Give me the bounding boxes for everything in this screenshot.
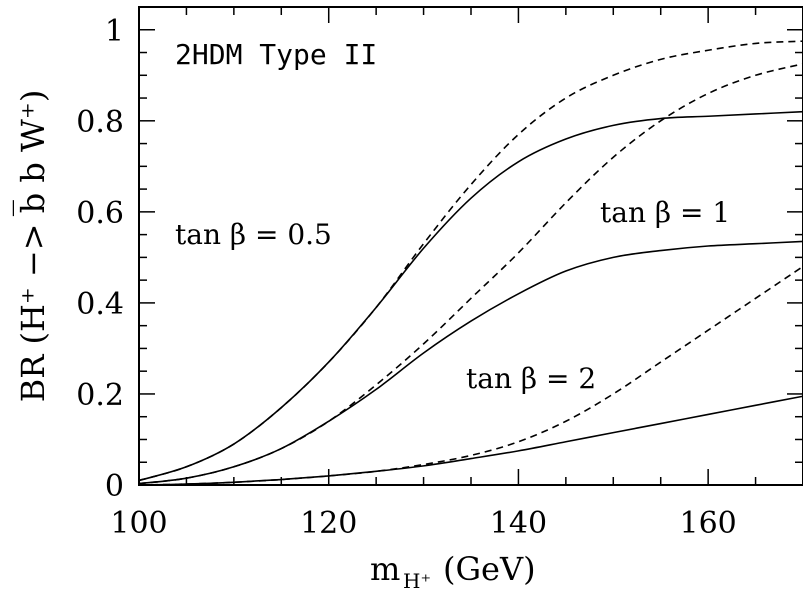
ticks <box>138 6 803 486</box>
x-axis-label-main: m <box>370 550 400 588</box>
annotation-tanb-1: tan β = 1 <box>600 196 730 229</box>
y-tick-label: 0.6 <box>76 196 124 231</box>
x-axis-label-unit: (GeV) <box>443 550 536 588</box>
series-group <box>138 40 803 486</box>
y-axis-label: BR (H⁺ −> b̅ b W⁺) <box>12 90 52 403</box>
x-tick-label: 140 <box>490 506 547 541</box>
series-line-5 <box>138 265 803 486</box>
series-line-3 <box>138 63 803 485</box>
series-line-1 <box>138 40 803 482</box>
annotation-tanb-2: tan β = 2 <box>466 362 596 395</box>
y-tick-label: 0.2 <box>76 378 124 413</box>
y-tick-label: 0 <box>105 469 124 504</box>
tick-labels: 100 120 140 160 0 0.2 0.4 0.6 0.8 1 <box>76 14 736 541</box>
series-line-0 <box>138 110 803 482</box>
x-axis-label-subscript: H⁺ <box>403 569 431 593</box>
y-tick-label: 0.4 <box>76 287 124 322</box>
x-tick-label: 120 <box>300 506 357 541</box>
model-label: 2HDM Type II <box>175 38 377 71</box>
y-tick-label: 0.8 <box>76 105 124 140</box>
x-tick-label: 160 <box>680 506 737 541</box>
x-tick-label: 100 <box>110 506 167 541</box>
annotation-tanb-0-5: tan β = 0.5 <box>175 218 332 251</box>
y-tick-label: 1 <box>105 14 124 49</box>
